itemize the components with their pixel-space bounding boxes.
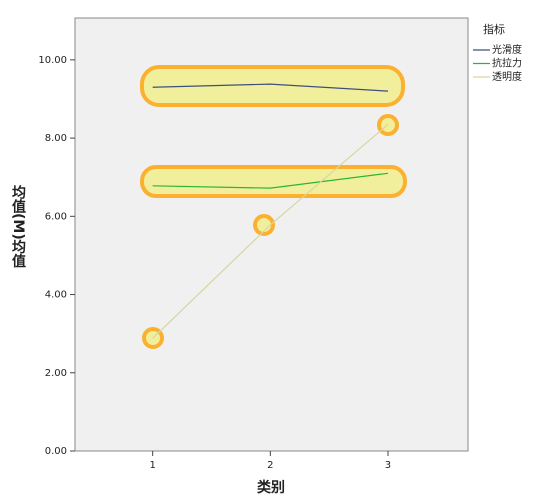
x-tick-label: 3: [385, 460, 391, 471]
y-tick-label: 8.00: [45, 133, 67, 144]
legend-label: 抗拉力: [492, 57, 522, 70]
x-tick-label: 2: [267, 460, 273, 471]
legend-label: 透明度: [492, 70, 522, 83]
series-line: [152, 172, 389, 189]
x-axis-label: 类别: [257, 479, 285, 496]
series-line: [152, 123, 389, 339]
y-tick-label: 10.00: [38, 55, 67, 66]
highlight: [140, 65, 405, 107]
x-tick-label: 1: [149, 460, 155, 471]
y-tick-label: 6.00: [45, 211, 67, 222]
y-tick-label: 0.00: [45, 446, 67, 457]
series-line: [152, 83, 389, 92]
highlight: [140, 165, 407, 198]
legend-title: 指标: [483, 22, 505, 36]
highlight: [253, 214, 275, 236]
y-tick-label: 2.00: [45, 368, 67, 379]
y-axis-label: 均值(M)均值: [10, 185, 26, 268]
legend-label: 光滑度: [492, 43, 522, 56]
y-tick-label: 4.00: [45, 290, 67, 301]
